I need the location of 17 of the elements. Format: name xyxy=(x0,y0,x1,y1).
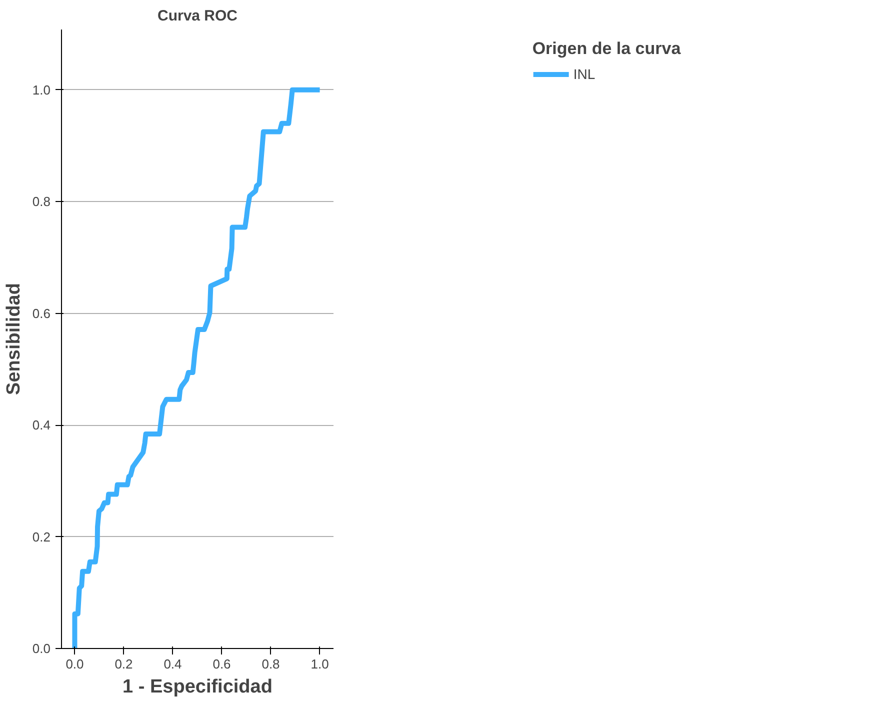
x-tick-label: 0.4 xyxy=(164,656,182,672)
y-tick-label: 0.4 xyxy=(32,418,51,433)
x-tick-label: 0.2 xyxy=(114,656,133,672)
x-tick-label: 1.0 xyxy=(310,656,329,672)
y-tick-label: 0.2 xyxy=(32,529,51,544)
legend-label: INL xyxy=(573,66,596,82)
x-axis-title: 1 - Especificidad xyxy=(122,676,272,698)
x-tick-label: 0.8 xyxy=(262,656,280,672)
y-axis-title: Sensibilidad xyxy=(3,283,24,395)
x-tick-label: 0.0 xyxy=(66,656,84,672)
legend-title: Origen de la curva xyxy=(532,39,681,59)
y-tick-label: 1.0 xyxy=(32,82,51,98)
chart-title: Curva ROC xyxy=(157,8,238,24)
y-tick-label: 0.8 xyxy=(32,194,51,210)
y-tick-label: 0.6 xyxy=(32,306,51,321)
y-tick-label: 0.0 xyxy=(32,641,51,656)
x-tick-label: 0.6 xyxy=(212,656,231,672)
